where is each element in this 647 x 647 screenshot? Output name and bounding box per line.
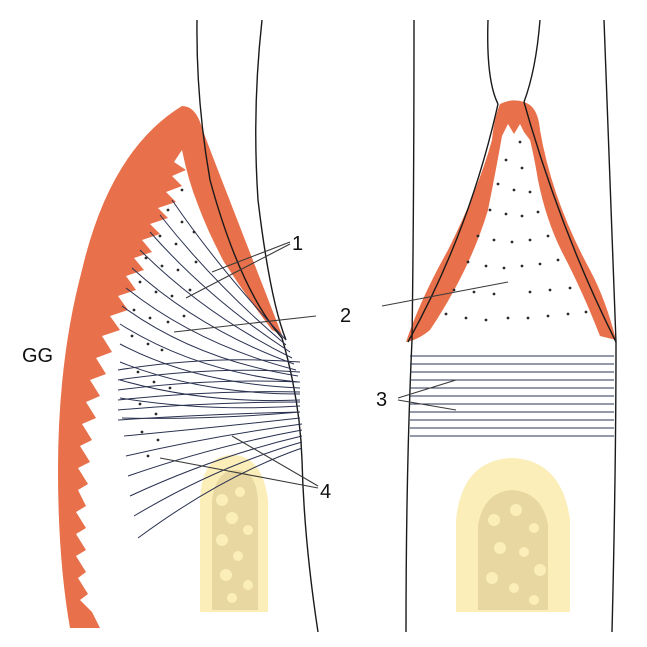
tooth-surface-right-d xyxy=(523,101,617,343)
transseptal-fibers xyxy=(410,355,614,437)
tooth-surface-right-a xyxy=(405,19,415,633)
label-gg: GG xyxy=(22,345,53,367)
tooth-surface-left xyxy=(196,19,319,633)
right-panel xyxy=(405,19,617,633)
root-outline-left xyxy=(255,19,287,341)
label-4: 4 xyxy=(320,481,331,503)
label-3: 3 xyxy=(376,389,387,411)
papilla-epithelium xyxy=(406,100,616,343)
tooth-surface-right-b xyxy=(487,19,499,105)
tooth-surface-right-e xyxy=(523,19,541,103)
alveolar-bone-right xyxy=(456,458,570,612)
tooth-surface-right-c xyxy=(407,103,499,343)
tooth-surface-right-f xyxy=(603,19,617,633)
alveolar-bone-left xyxy=(200,455,268,612)
gingival-fibers-left xyxy=(117,199,303,539)
leader-lines xyxy=(159,241,509,489)
gingival-epithelium xyxy=(58,106,282,628)
left-panel xyxy=(58,19,319,633)
label-2: 2 xyxy=(340,305,351,327)
cell-dots-left xyxy=(130,188,198,458)
cell-dots-right xyxy=(444,140,588,322)
label-1: 1 xyxy=(292,233,303,255)
